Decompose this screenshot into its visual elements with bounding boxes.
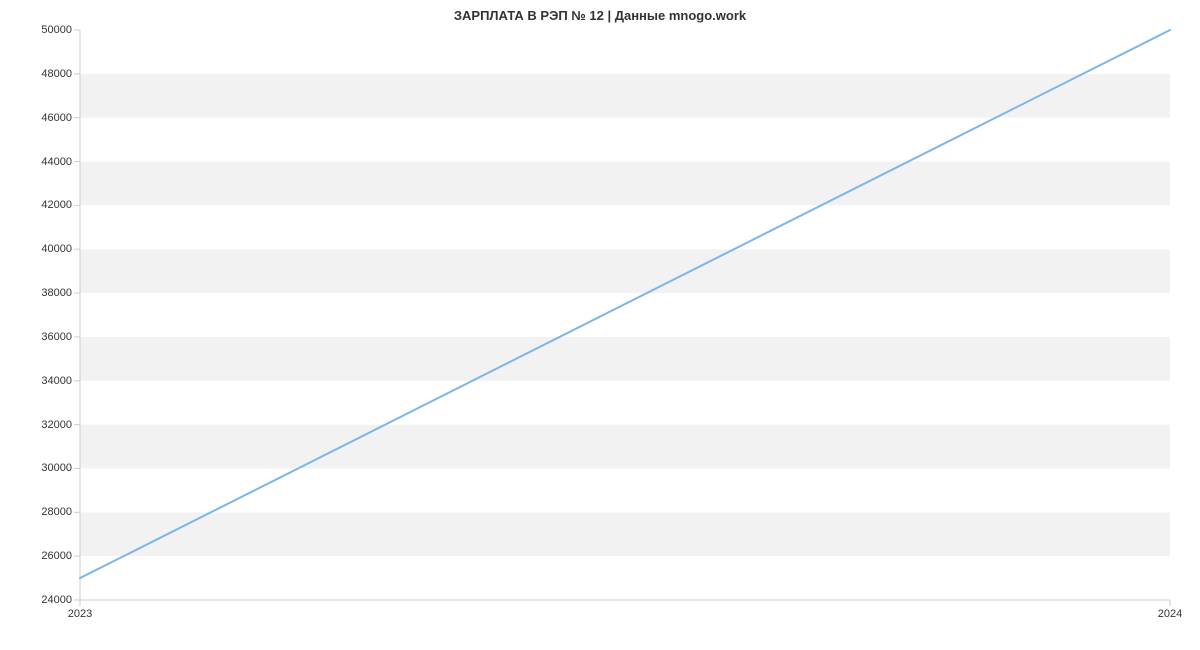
salary-line-chart: ЗАРПЛАТА В РЭП № 12 | Данные mnogo.work … [0,0,1200,650]
y-tick-label: 50000 [41,24,80,36]
y-tick-label: 28000 [41,506,80,518]
plot-area: 2400026000280003000032000340003600038000… [80,30,1170,600]
y-tick-label: 36000 [41,331,80,343]
y-tick-label: 30000 [41,462,80,474]
y-tick-label: 48000 [41,68,80,80]
x-tick-label: 2023 [68,600,92,620]
y-tick-label: 26000 [41,550,80,562]
y-tick-label: 44000 [41,156,80,168]
x-tick-label: 2024 [1158,600,1182,620]
y-tick-label: 46000 [41,112,80,124]
y-tick-label: 32000 [41,419,80,431]
y-tick-label: 42000 [41,199,80,211]
y-tick-label: 40000 [41,243,80,255]
chart-title: ЗАРПЛАТА В РЭП № 12 | Данные mnogo.work [0,8,1200,23]
y-tick-label: 34000 [41,375,80,387]
y-tick-label: 38000 [41,287,80,299]
